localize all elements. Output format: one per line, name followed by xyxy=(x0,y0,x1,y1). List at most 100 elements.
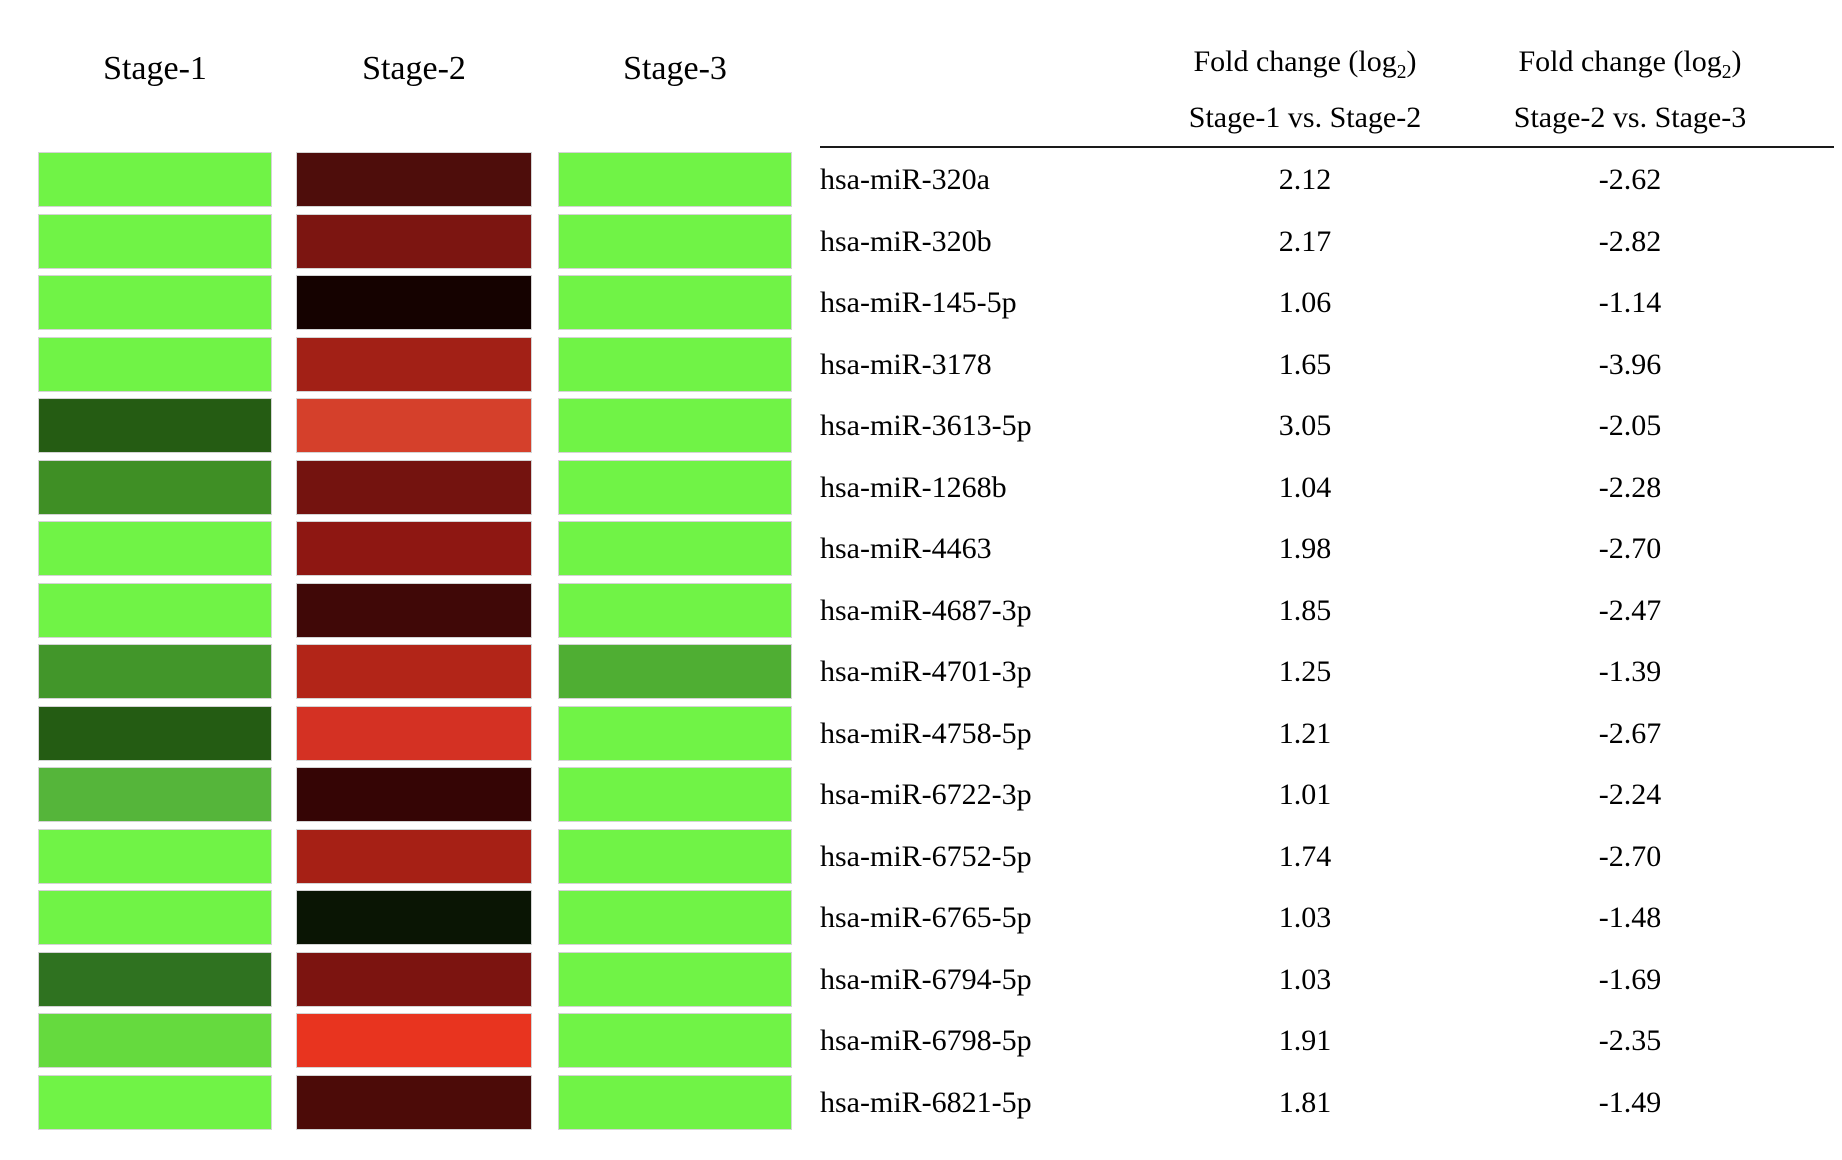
mirna-name: hsa-miR-4701-3p xyxy=(820,655,1032,688)
stage1-heatmap-cell xyxy=(38,767,272,822)
stage2-heatmap-cell xyxy=(296,951,532,1007)
table-row: hsa-miR-320b 2.17 -2.82 xyxy=(0,213,1842,269)
stage3-heatmap-cell xyxy=(558,398,792,453)
mirna-name: hsa-miR-6798-5p xyxy=(820,1024,1032,1057)
fold-change-value-stage2-vs-stage3: -2.67 xyxy=(1598,716,1662,750)
fold-change-value-stage2-vs-stage3: -1.39 xyxy=(1598,655,1662,688)
stage3-heatmap-cell xyxy=(558,767,792,822)
fold-change-value-stage2-vs-stage3: -3.96 xyxy=(1598,347,1662,381)
table-row: hsa-miR-6722-3p 1.01 -2.24 xyxy=(0,767,1842,822)
stage2-heatmap-cell xyxy=(296,828,532,884)
stage3-heatmap-cell xyxy=(558,890,792,945)
fold-change-value-stage1-vs-stage2: 1.85 xyxy=(1278,593,1332,627)
table-row: hsa-miR-3613-5p 3.05 -2.05 xyxy=(0,398,1842,453)
stage3-heatmap-cell xyxy=(558,1013,792,1068)
mirna-name: hsa-miR-4687-3p xyxy=(820,593,1032,627)
stage3-heatmap-cell xyxy=(558,828,792,884)
stage1-heatmap-cell xyxy=(38,1074,272,1130)
fold-change-value-stage1-vs-stage2: 1.01 xyxy=(1278,778,1332,811)
stage2-heatmap-cell xyxy=(296,1013,532,1068)
fold-change-value-stage2-vs-stage3: -2.47 xyxy=(1598,593,1662,627)
table-row: hsa-miR-3178 1.65 -3.96 xyxy=(0,336,1842,392)
stage2-heatmap-cell xyxy=(296,275,532,330)
fold-change-value-stage1-vs-stage2: 1.25 xyxy=(1278,655,1332,688)
fold-change-value-stage1-vs-stage2: 2.17 xyxy=(1278,224,1332,258)
mirna-name: hsa-miR-4463 xyxy=(820,532,992,565)
fold-change-value-stage2-vs-stage3: -1.14 xyxy=(1598,286,1662,319)
fold-change-header-1: Fold change (log2) Stage-1 vs. Stage-2 xyxy=(1120,34,1490,146)
fold-change-header-1-title: Fold change (log2) xyxy=(1193,45,1417,83)
stage3-heatmap-cell xyxy=(558,1074,792,1130)
fold-change-value-stage2-vs-stage3: -1.69 xyxy=(1598,962,1662,996)
stage2-heatmap-cell xyxy=(296,213,532,269)
mirna-name: hsa-miR-6752-5p xyxy=(820,839,1032,873)
stage3-heatmap-cell xyxy=(558,213,792,269)
stage3-heatmap-cell xyxy=(558,644,792,699)
mirna-name: hsa-miR-6821-5p xyxy=(820,1085,1032,1119)
table-row: hsa-miR-1268b 1.04 -2.28 xyxy=(0,459,1842,515)
stage2-heatmap-cell xyxy=(296,767,532,822)
fold-change-value-stage1-vs-stage2: 1.91 xyxy=(1278,1024,1332,1057)
mirna-name: hsa-miR-3178 xyxy=(820,347,992,381)
stage1-heatmap-cell xyxy=(38,951,272,1007)
stage3-heatmap-cell xyxy=(558,521,792,576)
stage1-heatmap-cell xyxy=(38,705,272,761)
fold-change-value-stage1-vs-stage2: 1.03 xyxy=(1278,901,1332,934)
stage2-column-header: Stage-2 xyxy=(362,50,466,87)
stage2-heatmap-cell xyxy=(296,582,532,638)
stage2-heatmap-cell xyxy=(296,336,532,392)
stage1-heatmap-cell xyxy=(38,336,272,392)
stage3-heatmap-cell xyxy=(558,951,792,1007)
table-row: hsa-miR-4701-3p 1.25 -1.39 xyxy=(0,644,1842,699)
table-row: hsa-miR-4463 1.98 -2.70 xyxy=(0,521,1842,576)
table-row: hsa-miR-6798-5p 1.91 -2.35 xyxy=(0,1013,1842,1068)
fold-change-value-stage1-vs-stage2: 1.21 xyxy=(1278,716,1332,750)
fold-change-header-2: Fold change (log2) Stage-2 vs. Stage-3 xyxy=(1470,34,1790,146)
fold-change-value-stage2-vs-stage3: -1.48 xyxy=(1598,901,1662,934)
table-row: hsa-miR-4687-3p 1.85 -2.47 xyxy=(0,582,1842,638)
fold-change-value-stage1-vs-stage2: 1.06 xyxy=(1278,286,1332,319)
stage2-heatmap-cell xyxy=(296,459,532,515)
fold-change-header-2-comparison: Stage-2 vs. Stage-3 xyxy=(1513,101,1747,134)
fold-change-value-stage1-vs-stage2: 1.03 xyxy=(1278,962,1332,996)
mirna-name: hsa-miR-320a xyxy=(820,163,990,196)
stage1-column-header: Stage-1 xyxy=(103,50,207,87)
fold-change-value-stage1-vs-stage2: 1.65 xyxy=(1278,347,1332,381)
fold-change-value-stage2-vs-stage3: -2.05 xyxy=(1598,409,1662,442)
stage3-heatmap-cell xyxy=(558,336,792,392)
table-row: hsa-miR-145-5p 1.06 -1.14 xyxy=(0,275,1842,330)
mirna-name: hsa-miR-320b xyxy=(820,224,992,258)
stage2-heatmap-cell xyxy=(296,705,532,761)
stage1-heatmap-cell xyxy=(38,890,272,945)
fold-change-value-stage1-vs-stage2: 1.04 xyxy=(1278,470,1332,504)
fold-change-header-2-title: Fold change (log2) xyxy=(1518,45,1742,83)
fold-change-value-stage2-vs-stage3: -2.82 xyxy=(1598,224,1662,258)
fold-change-value-stage1-vs-stage2: 2.12 xyxy=(1278,163,1332,196)
mirna-name: hsa-miR-6722-3p xyxy=(820,778,1032,811)
stage2-heatmap-cell xyxy=(296,1074,532,1130)
stage1-heatmap-cell xyxy=(38,459,272,515)
fold-change-value-stage1-vs-stage2: 3.05 xyxy=(1278,409,1332,442)
mirna-name: hsa-miR-145-5p xyxy=(820,286,1017,319)
fold-change-value-stage2-vs-stage3: -2.24 xyxy=(1598,778,1662,811)
heatmap-table-rows: hsa-miR-320a 2.12 -2.62 hsa-miR-320b 2.1… xyxy=(0,152,1842,1136)
fold-change-value-stage2-vs-stage3: -2.62 xyxy=(1598,163,1662,196)
table-row: hsa-miR-320a 2.12 -2.62 xyxy=(0,152,1842,207)
fold-change-header-1-comparison: Stage-1 vs. Stage-2 xyxy=(1188,101,1422,134)
mirna-name: hsa-miR-6765-5p xyxy=(820,901,1032,934)
mirna-name: hsa-miR-6794-5p xyxy=(820,962,1032,996)
stage1-heatmap-cell xyxy=(38,1013,272,1068)
table-header-rule xyxy=(820,146,1834,148)
stage2-heatmap-cell xyxy=(296,152,532,207)
stage1-heatmap-cell xyxy=(38,213,272,269)
stage1-heatmap-cell xyxy=(38,152,272,207)
stage1-heatmap-cell xyxy=(38,275,272,330)
table-row: hsa-miR-4758-5p 1.21 -2.67 xyxy=(0,705,1842,761)
stage3-heatmap-cell xyxy=(558,152,792,207)
fold-change-value-stage1-vs-stage2: 1.81 xyxy=(1278,1085,1332,1119)
table-row: hsa-miR-6752-5p 1.74 -2.70 xyxy=(0,828,1842,884)
fold-change-value-stage1-vs-stage2: 1.98 xyxy=(1278,532,1332,565)
fold-change-value-stage2-vs-stage3: -2.70 xyxy=(1598,532,1662,565)
table-row: hsa-miR-6794-5p 1.03 -1.69 xyxy=(0,951,1842,1007)
